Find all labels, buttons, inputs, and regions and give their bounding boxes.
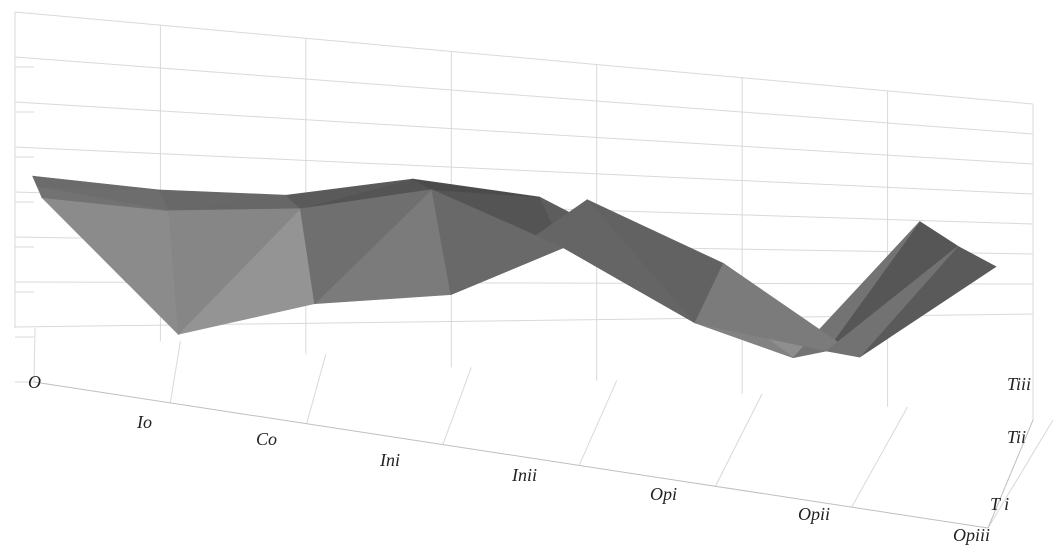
x-tick-label-o: O — [28, 372, 41, 392]
x-tick-label-ini: Ini — [379, 450, 400, 470]
surface-facet — [412, 178, 540, 198]
surface-facet — [32, 175, 160, 191]
surface-facet — [158, 189, 287, 212]
x-axis-line — [33, 381, 989, 529]
floor-gridline — [306, 354, 327, 424]
x-tick-label-co: Co — [256, 429, 277, 449]
surface-plot — [32, 175, 997, 359]
depth-tick-label-tiii: Tiii — [1007, 374, 1031, 394]
x-axis-labels: O Io Co Ini Inii Opi Opii Opiii — [28, 372, 990, 545]
surface-facet — [168, 208, 302, 335]
floor-gridline — [33, 327, 36, 383]
back-wall-gridline — [14, 146, 1034, 195]
x-tick-label-opi: Opi — [650, 484, 677, 504]
floor-gridline — [714, 393, 763, 487]
floor-gridline — [851, 406, 909, 508]
surface-facet — [563, 199, 696, 324]
surface-facet — [431, 189, 565, 296]
surface-facet — [299, 189, 433, 305]
floor-gridline — [169, 341, 181, 403]
depth-tick-label-tii: Tii — [1007, 427, 1026, 447]
x-tick-label-opii: Opii — [798, 504, 830, 524]
surface-facet — [825, 245, 959, 358]
x-tick-label-opiii: Opiii — [953, 525, 990, 545]
x-tick-label-io: Io — [136, 412, 152, 432]
depth-tick-label-ti: T i — [990, 494, 1009, 514]
back-wall-gridline — [14, 11, 1034, 105]
surface-facet — [694, 262, 827, 352]
surface-facet — [36, 186, 169, 211]
surface-facet — [792, 221, 921, 359]
floor-gridline — [442, 367, 472, 445]
back-wall-gridline — [14, 101, 1034, 165]
depth-axis-labels: Tiii Tii T i — [990, 374, 1031, 514]
floor-gridline — [578, 380, 618, 466]
surface-facet — [41, 197, 179, 336]
surface-facet — [285, 178, 413, 210]
x-tick-label-inii: Inii — [511, 465, 537, 485]
back-wall-gridline — [14, 56, 1034, 135]
floor-gridline — [987, 419, 1053, 529]
depth-axis-line — [987, 419, 1034, 529]
